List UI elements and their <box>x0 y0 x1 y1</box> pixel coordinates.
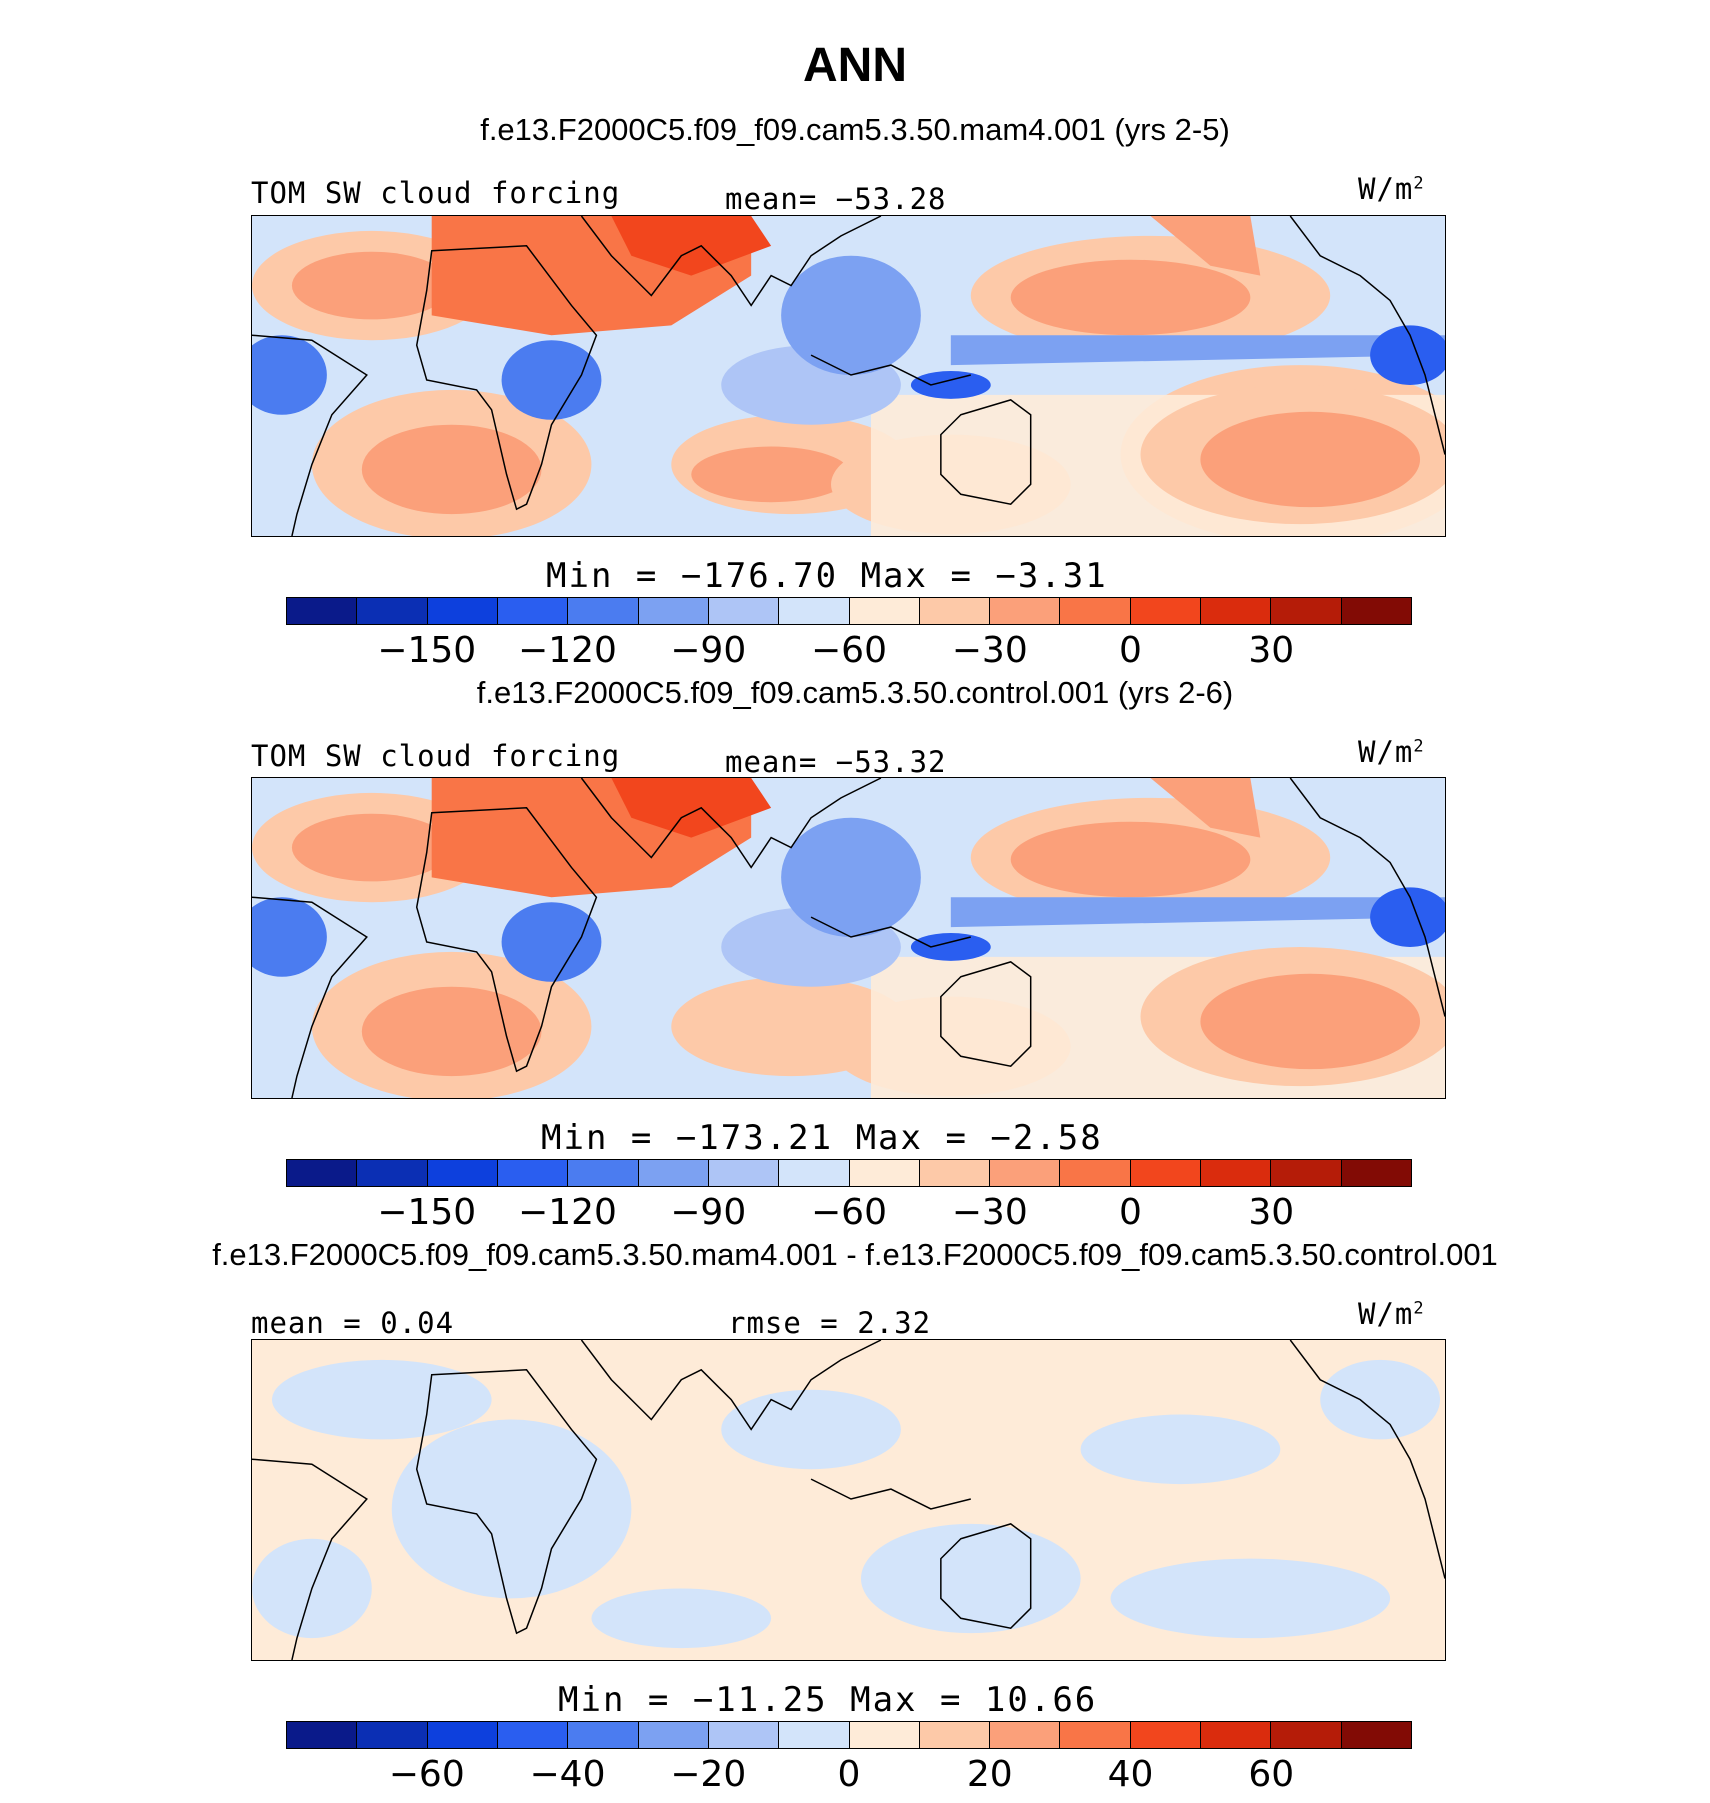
colorbar-tick-label: −120 <box>518 630 617 671</box>
panel-2-mean-label: mean= −53.32 <box>725 745 947 779</box>
panel-2-minmax: Min = −173.21 Max = −2.58 <box>541 1118 1103 1158</box>
colorbar-swatch <box>357 1160 428 1186</box>
panel-1-mean-label: mean= −53.28 <box>725 182 947 216</box>
colorbar-tick-label: 30 <box>1248 630 1295 671</box>
panel-2-colorbar <box>286 1159 1412 1187</box>
panel-1-minmax: Min = −176.70 Max = −3.31 <box>546 556 1108 596</box>
panel-3-units-label: W/m2 <box>1358 1297 1425 1331</box>
colorbar-tick-label: −30 <box>951 1192 1028 1233</box>
colorbar-swatch <box>849 598 920 624</box>
panel-3-mean-label: mean = 0.04 <box>251 1306 455 1340</box>
colorbar-tick-label: −90 <box>670 1192 747 1233</box>
colorbar-tick-label: 0 <box>1119 630 1142 671</box>
colorbar-tick-label: 0 <box>837 1754 861 1795</box>
colorbar-swatch <box>287 1722 358 1748</box>
colorbar-tick-label: 30 <box>1248 1192 1295 1233</box>
colorbar-swatch <box>1130 1160 1202 1186</box>
panel-2-map <box>251 777 1446 1099</box>
colorbar-swatch <box>287 1160 358 1186</box>
colorbar-tick-label: −30 <box>951 630 1028 671</box>
colorbar-swatch <box>990 598 1061 624</box>
panel-2-units-label: W/m2 <box>1358 735 1425 769</box>
colorbar-swatch <box>638 1160 709 1186</box>
panel-1-variable-label: TOM SW cloud forcing <box>251 176 621 210</box>
colorbar-tick-label: −150 <box>377 1192 477 1233</box>
colorbar-swatch <box>1060 598 1131 624</box>
colorbar-swatch <box>497 1722 569 1748</box>
colorbar-swatch <box>1271 1722 1342 1748</box>
colorbar-tick-label: 60 <box>1248 1754 1295 1795</box>
colorbar-swatch <box>708 1160 780 1186</box>
colorbar-swatch <box>1201 1722 1272 1748</box>
panel-1-colorbar <box>286 597 1412 625</box>
colorbar-tick-label: −90 <box>670 630 747 671</box>
colorbar-swatch <box>427 598 498 624</box>
panel-2-variable-label: TOM SW cloud forcing <box>251 739 621 773</box>
colorbar-swatch <box>427 1722 498 1748</box>
colorbar-tick-label: 40 <box>1107 1754 1154 1795</box>
colorbar-swatch <box>357 598 428 624</box>
colorbar-swatch <box>1130 1722 1202 1748</box>
panel-3-rmse-label: rmse = 2.32 <box>728 1306 932 1340</box>
colorbar-swatch <box>1341 598 1411 624</box>
colorbar-tick-label: −60 <box>811 630 887 671</box>
panel-1-units-label: W/m2 <box>1358 172 1425 206</box>
colorbar-swatch <box>990 1722 1061 1748</box>
figure-title: ANN <box>803 39 907 92</box>
colorbar-swatch <box>287 598 358 624</box>
colorbar-swatch <box>1060 1160 1131 1186</box>
colorbar-swatch <box>849 1160 920 1186</box>
colorbar-swatch <box>568 598 639 624</box>
colorbar-swatch <box>1271 598 1342 624</box>
colorbar-tick-label: −150 <box>377 630 477 671</box>
colorbar-swatch <box>357 1722 428 1748</box>
panel-3-minmax: Min = −11.25 Max = 10.66 <box>558 1680 1098 1720</box>
colorbar-swatch <box>708 1722 780 1748</box>
colorbar-tick-label: 0 <box>1119 1192 1142 1233</box>
colorbar-swatch <box>849 1722 920 1748</box>
panel-3-colorbar <box>286 1721 1412 1749</box>
colorbar-swatch <box>990 1160 1061 1186</box>
colorbar-swatch <box>497 1160 569 1186</box>
colorbar-tick-label: −60 <box>811 1192 887 1233</box>
colorbar-swatch <box>1201 598 1272 624</box>
colorbar-tick-label: −60 <box>388 1754 465 1795</box>
colorbar-swatch <box>779 1160 850 1186</box>
colorbar-swatch <box>638 1722 709 1748</box>
colorbar-swatch <box>1341 1722 1411 1748</box>
colorbar-tick-label: 20 <box>966 1754 1013 1795</box>
panel-3-map <box>251 1339 1446 1661</box>
colorbar-swatch <box>497 598 569 624</box>
panel-2-case-title: f.e13.F2000C5.f09_f09.cam5.3.50.control.… <box>476 675 1234 710</box>
colorbar-swatch <box>919 598 991 624</box>
colorbar-swatch <box>427 1160 498 1186</box>
colorbar-swatch <box>568 1160 639 1186</box>
colorbar-swatch <box>919 1722 991 1748</box>
colorbar-swatch <box>1201 1160 1272 1186</box>
colorbar-swatch <box>1130 598 1202 624</box>
colorbar-swatch <box>1271 1160 1342 1186</box>
colorbar-tick-label: −20 <box>670 1754 747 1795</box>
colorbar-swatch <box>638 598 709 624</box>
panel-3-case-title: f.e13.F2000C5.f09_f09.cam5.3.50.mam4.001… <box>212 1237 1498 1272</box>
panel-1-case-title: f.e13.F2000C5.f09_f09.cam5.3.50.mam4.001… <box>480 112 1230 147</box>
colorbar-swatch <box>1341 1160 1411 1186</box>
colorbar-tick-label: −40 <box>529 1754 606 1795</box>
colorbar-swatch <box>568 1722 639 1748</box>
colorbar-swatch <box>919 1160 991 1186</box>
colorbar-swatch <box>1060 1722 1131 1748</box>
colorbar-tick-label: −120 <box>518 1192 617 1233</box>
colorbar-swatch <box>779 1722 850 1748</box>
panel-1-map <box>251 215 1446 537</box>
colorbar-swatch <box>708 598 780 624</box>
colorbar-swatch <box>779 598 850 624</box>
